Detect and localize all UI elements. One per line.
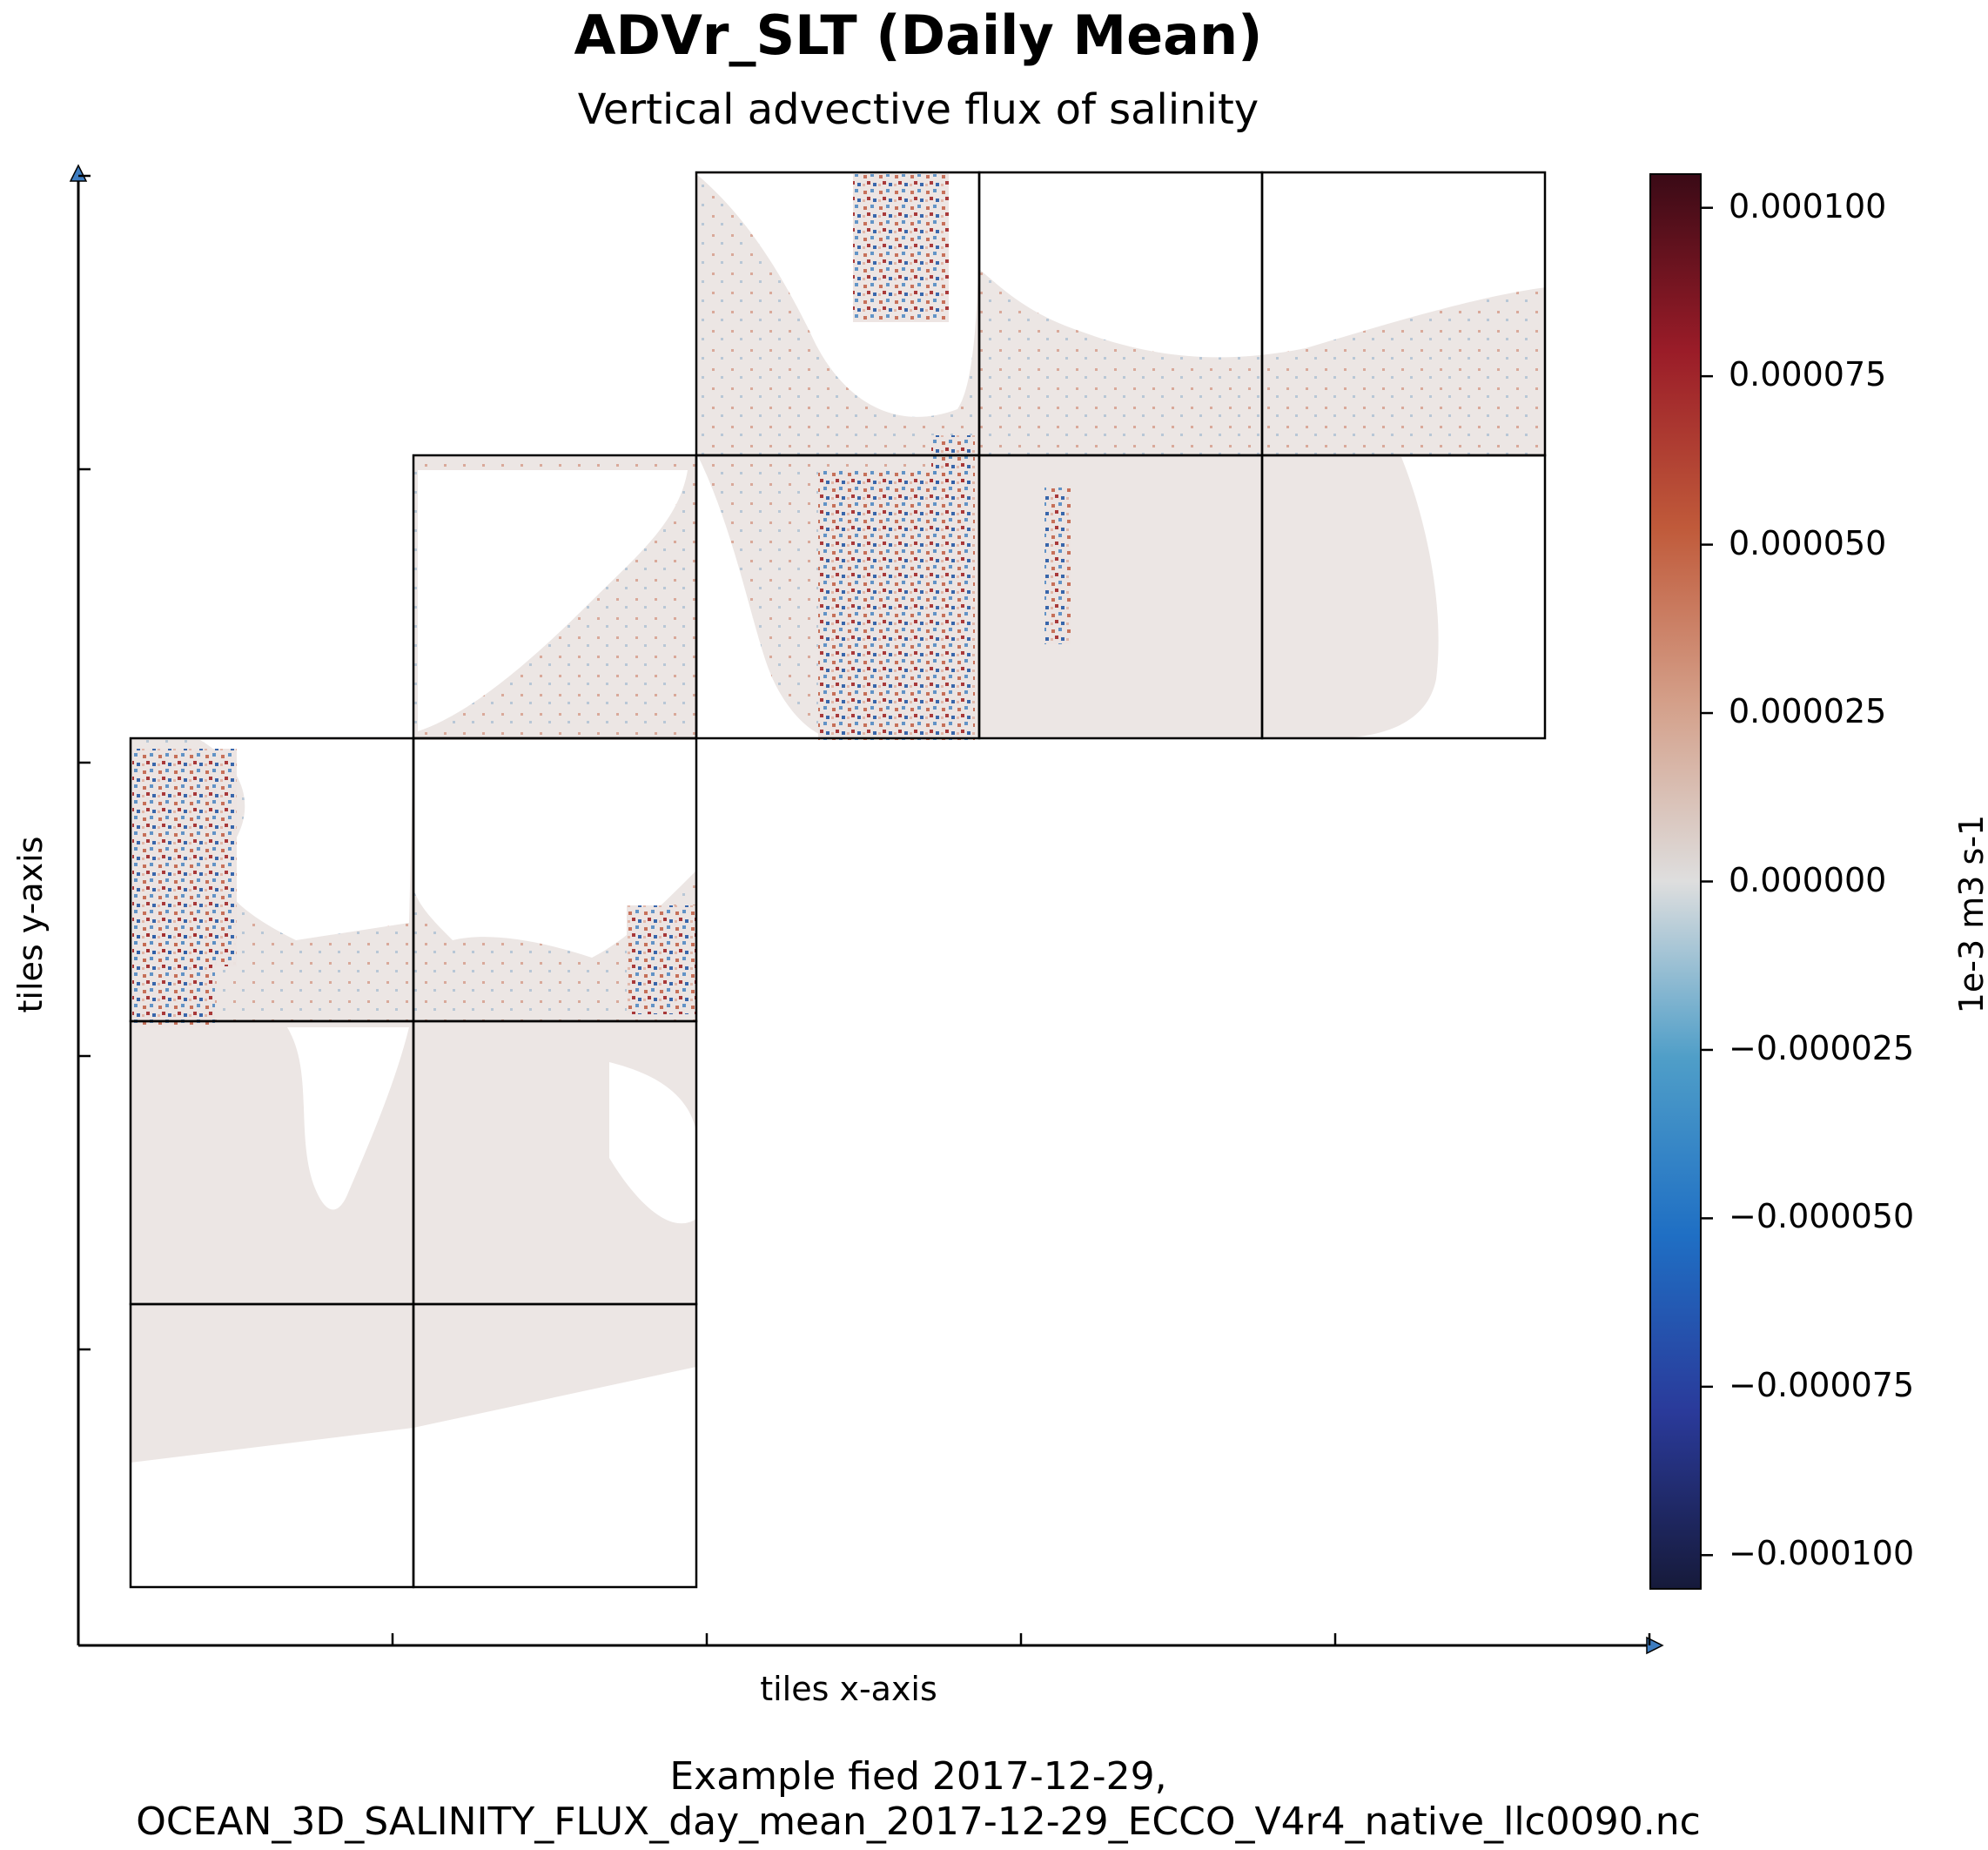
colorbar-tick-label-6: −0.000050	[1729, 1197, 1915, 1236]
high-flux-patch-6	[931, 435, 975, 488]
colorbar-tick-label-4: 0.000000	[1729, 860, 1887, 899]
colorbar-tick-label-1: 0.000075	[1729, 355, 1887, 394]
caption-line-2: OCEAN_3D_SALINITY_FLUX_day_mean_2017-12-…	[136, 1800, 1701, 1844]
colorbar	[1649, 173, 1713, 1590]
land-mass-1	[287, 1027, 409, 1210]
high-flux-patch-4	[818, 470, 975, 740]
high-flux-patch-0	[132, 749, 237, 966]
colorbar-label: 1e-3 m3 s-1	[1952, 814, 1988, 1014]
chart-subtitle: Vertical advective flux of salinity	[577, 85, 1259, 134]
tile-field-8	[979, 455, 1262, 738]
colorbar-tick-label-7: −0.000075	[1729, 1365, 1915, 1404]
colorbar-tick-label-5: −0.000025	[1729, 1028, 1915, 1067]
tile-outline-12	[1260, 171, 1547, 457]
axes	[69, 164, 1664, 1655]
colorbar-tick-label-0: 0.000100	[1729, 186, 1887, 225]
tile-grid	[129, 171, 1547, 1589]
high-flux-patch-1	[132, 932, 215, 1027]
caption-line-1: Example fied 2017-12-29,	[669, 1754, 1167, 1799]
colorbar-tick-label-8: −0.000100	[1729, 1534, 1915, 1573]
x-axis-arrow	[1646, 1636, 1664, 1655]
chart-title: ADVr_SLT (Daily Mean)	[574, 3, 1263, 67]
caption: Example fied 2017-12-29, OCEAN_3D_SALINI…	[0, 1754, 1837, 1845]
land-mass-5	[418, 470, 688, 731]
land-mass-9	[1332, 457, 1546, 738]
high-flux-patch-3	[853, 174, 949, 322]
high-flux-patch-2	[627, 905, 696, 1014]
field-layer	[131, 172, 1546, 1587]
x-axis-label: tiles x-axis	[760, 1670, 937, 1708]
land-mass-2	[200, 740, 413, 940]
colorbar-gradient	[1649, 173, 1702, 1590]
land-mass-4	[609, 1062, 696, 1224]
land-mass-6	[696, 453, 836, 739]
y-axis-arrow	[69, 164, 88, 182]
colorbar-tick-label-2: 0.000050	[1729, 523, 1887, 562]
y-axis-label: tiles y-axis	[11, 836, 50, 1013]
colorbar-tick-label-3: 0.000025	[1729, 692, 1887, 731]
high-flux-patch-5	[1044, 488, 1071, 644]
land-mass-3	[413, 740, 696, 958]
